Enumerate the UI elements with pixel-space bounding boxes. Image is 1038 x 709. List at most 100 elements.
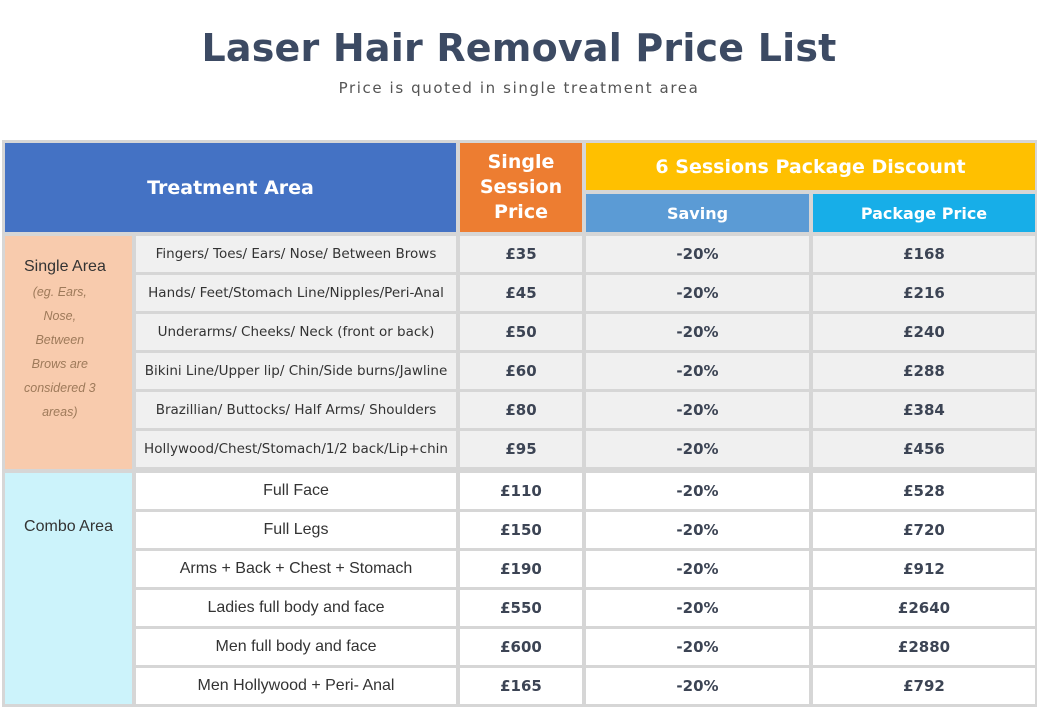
saving-cell-text: -20%	[676, 482, 719, 500]
single-price-cell-text: £45	[505, 284, 537, 302]
treatment-area-cell: Bikini Line/Upper lip/ Chin/Side burns/J…	[136, 353, 456, 389]
header-package-discount-label: 6 Sessions Package Discount	[655, 155, 966, 178]
treatment-area-cell-text: Underarms/ Cheeks/ Neck (front or back)	[157, 324, 435, 340]
treatment-area-cell: Brazillian/ Buttocks/ Half Arms/ Shoulde…	[136, 392, 456, 428]
saving-cell: -20%	[586, 392, 809, 428]
saving-cell-text: -20%	[676, 284, 719, 302]
header-single-session-price: Single Session Price	[460, 143, 582, 232]
package-price-cell: £216	[813, 275, 1035, 311]
treatment-area-cell: Hands/ Feet/Stomach Line/Nipples/Peri-An…	[136, 275, 456, 311]
category-note-line: areas)	[42, 405, 78, 419]
saving-cell: -20%	[586, 668, 809, 704]
package-price-cell: £912	[813, 551, 1035, 587]
header-single-line1: Single	[487, 151, 555, 173]
single-price-cell: £110	[460, 473, 582, 509]
saving-cell: -20%	[586, 473, 809, 509]
treatment-area-cell-text: Men Hollywood + Peri- Anal	[197, 677, 395, 694]
single-price-cell-text: £110	[500, 482, 542, 500]
single-price-cell-text: £150	[500, 521, 542, 539]
saving-cell: -20%	[586, 512, 809, 548]
saving-cell: -20%	[586, 590, 809, 626]
treatment-area-cell: Arms + Back + Chest + Stomach	[136, 551, 456, 587]
single-price-cell-text: £95	[505, 440, 537, 458]
category-single-area: Single Area (eg. Ears, Nose, Between Bro…	[5, 236, 132, 469]
category-single-label: Single Area	[24, 258, 106, 275]
category-combo-label: Combo Area	[24, 518, 113, 535]
single-price-cell: £80	[460, 392, 582, 428]
treatment-area-cell-text: Fingers/ Toes/ Ears/ Nose/ Between Brows	[155, 246, 437, 262]
page-subtitle: Price is quoted in single treatment area	[338, 79, 700, 97]
saving-cell: -20%	[586, 629, 809, 665]
package-price-cell-text: £384	[903, 401, 945, 419]
single-price-cell: £150	[460, 512, 582, 548]
saving-cell-text: -20%	[676, 560, 719, 578]
category-note-line: Nose,	[43, 309, 77, 323]
treatment-area-cell-text: Arms + Back + Chest + Stomach	[179, 560, 413, 577]
saving-cell: -20%	[586, 353, 809, 389]
header-package-price: Package Price	[813, 194, 1035, 232]
treatment-area-cell-text: Full Legs	[263, 521, 329, 538]
single-price-cell-text: £165	[500, 677, 542, 695]
category-combo-area: Combo Area	[5, 473, 132, 704]
single-price-cell: £190	[460, 551, 582, 587]
saving-cell-text: -20%	[676, 362, 719, 380]
single-price-cell: £95	[460, 431, 582, 467]
treatment-area-cell: Full Face	[136, 473, 456, 509]
single-price-cell: £550	[460, 590, 582, 626]
single-price-cell-text: £190	[500, 560, 542, 578]
treatment-area-cell-text: Hands/ Feet/Stomach Line/Nipples/Peri-An…	[148, 285, 444, 301]
package-price-cell: £288	[813, 353, 1035, 389]
treatment-area-cell: Fingers/ Toes/ Ears/ Nose/ Between Brows	[136, 236, 456, 272]
header-single-line3: Price	[494, 201, 548, 223]
single-price-cell-text: £60	[505, 362, 537, 380]
package-price-cell: £528	[813, 473, 1035, 509]
single-price-cell: £165	[460, 668, 582, 704]
single-price-cell: £45	[460, 275, 582, 311]
treatment-area-cell-text: Brazillian/ Buttocks/ Half Arms/ Shoulde…	[155, 402, 437, 418]
header-package-price-label: Package Price	[860, 203, 988, 223]
saving-cell-text: -20%	[676, 677, 719, 695]
header-saving: Saving	[586, 194, 809, 232]
saving-cell-text: -20%	[676, 323, 719, 341]
package-price-cell: £168	[813, 236, 1035, 272]
package-price-cell-text: £240	[903, 323, 945, 341]
single-price-cell-text: £50	[505, 323, 537, 341]
header-saving-label: Saving	[666, 203, 729, 223]
treatment-area-cell-text: Ladies full body and face	[207, 599, 385, 616]
package-price-cell: £2640	[813, 590, 1035, 626]
package-price-cell-text: £912	[903, 560, 945, 578]
category-single-note: (eg. Ears, Nose, Between Brows are consi…	[24, 280, 96, 424]
category-note-line: Between	[35, 333, 85, 347]
treatment-area-cell: Underarms/ Cheeks/ Neck (front or back)	[136, 314, 456, 350]
saving-cell-text: -20%	[676, 440, 719, 458]
package-price-cell: £2880	[813, 629, 1035, 665]
saving-cell: -20%	[586, 431, 809, 467]
package-price-cell: £384	[813, 392, 1035, 428]
package-price-cell: £720	[813, 512, 1035, 548]
category-note-line: Brows are	[31, 357, 88, 371]
header-treatment-area: Treatment Area	[5, 143, 456, 232]
category-note-line: (eg. Ears,	[32, 285, 87, 299]
treatment-area-cell: Ladies full body and face	[136, 590, 456, 626]
treatment-area-cell: Men full body and face	[136, 629, 456, 665]
saving-cell-text: -20%	[676, 599, 719, 617]
saving-cell: -20%	[586, 275, 809, 311]
saving-cell-text: -20%	[676, 401, 719, 419]
single-price-cell-text: £80	[505, 401, 537, 419]
single-price-cell: £60	[460, 353, 582, 389]
package-price-cell: £456	[813, 431, 1035, 467]
saving-cell-text: -20%	[676, 521, 719, 539]
page-title: Laser Hair Removal Price List	[201, 26, 837, 70]
package-price-cell-text: £168	[903, 245, 945, 263]
package-price-cell-text: £720	[903, 521, 945, 539]
single-price-cell: £50	[460, 314, 582, 350]
package-price-cell: £240	[813, 314, 1035, 350]
package-price-cell-text: £456	[903, 440, 945, 458]
treatment-area-cell-text: Men full body and face	[215, 638, 377, 655]
saving-cell: -20%	[586, 314, 809, 350]
single-price-cell-text: £550	[500, 599, 542, 617]
category-note-line: considered 3	[24, 381, 96, 395]
saving-cell: -20%	[586, 236, 809, 272]
treatment-area-cell: Full Legs	[136, 512, 456, 548]
single-price-cell: £600	[460, 629, 582, 665]
